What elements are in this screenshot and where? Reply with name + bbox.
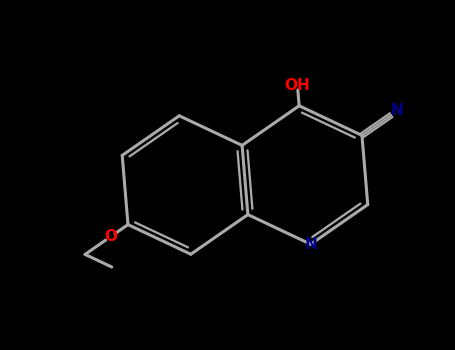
Text: N: N xyxy=(391,103,404,118)
Text: N: N xyxy=(304,237,317,252)
Text: OH: OH xyxy=(284,78,310,93)
Text: O: O xyxy=(105,229,118,244)
